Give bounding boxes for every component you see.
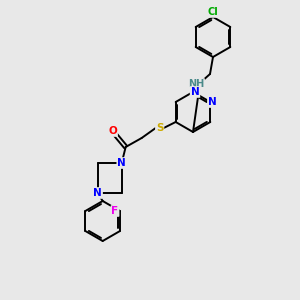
Text: N: N (93, 188, 102, 198)
Text: S: S (156, 123, 164, 133)
Text: Cl: Cl (208, 7, 218, 17)
Text: O: O (108, 126, 117, 136)
Text: N: N (190, 87, 200, 97)
Text: F: F (111, 206, 118, 216)
Text: N: N (117, 158, 126, 168)
Text: NH: NH (188, 79, 204, 89)
Text: N: N (208, 97, 217, 107)
